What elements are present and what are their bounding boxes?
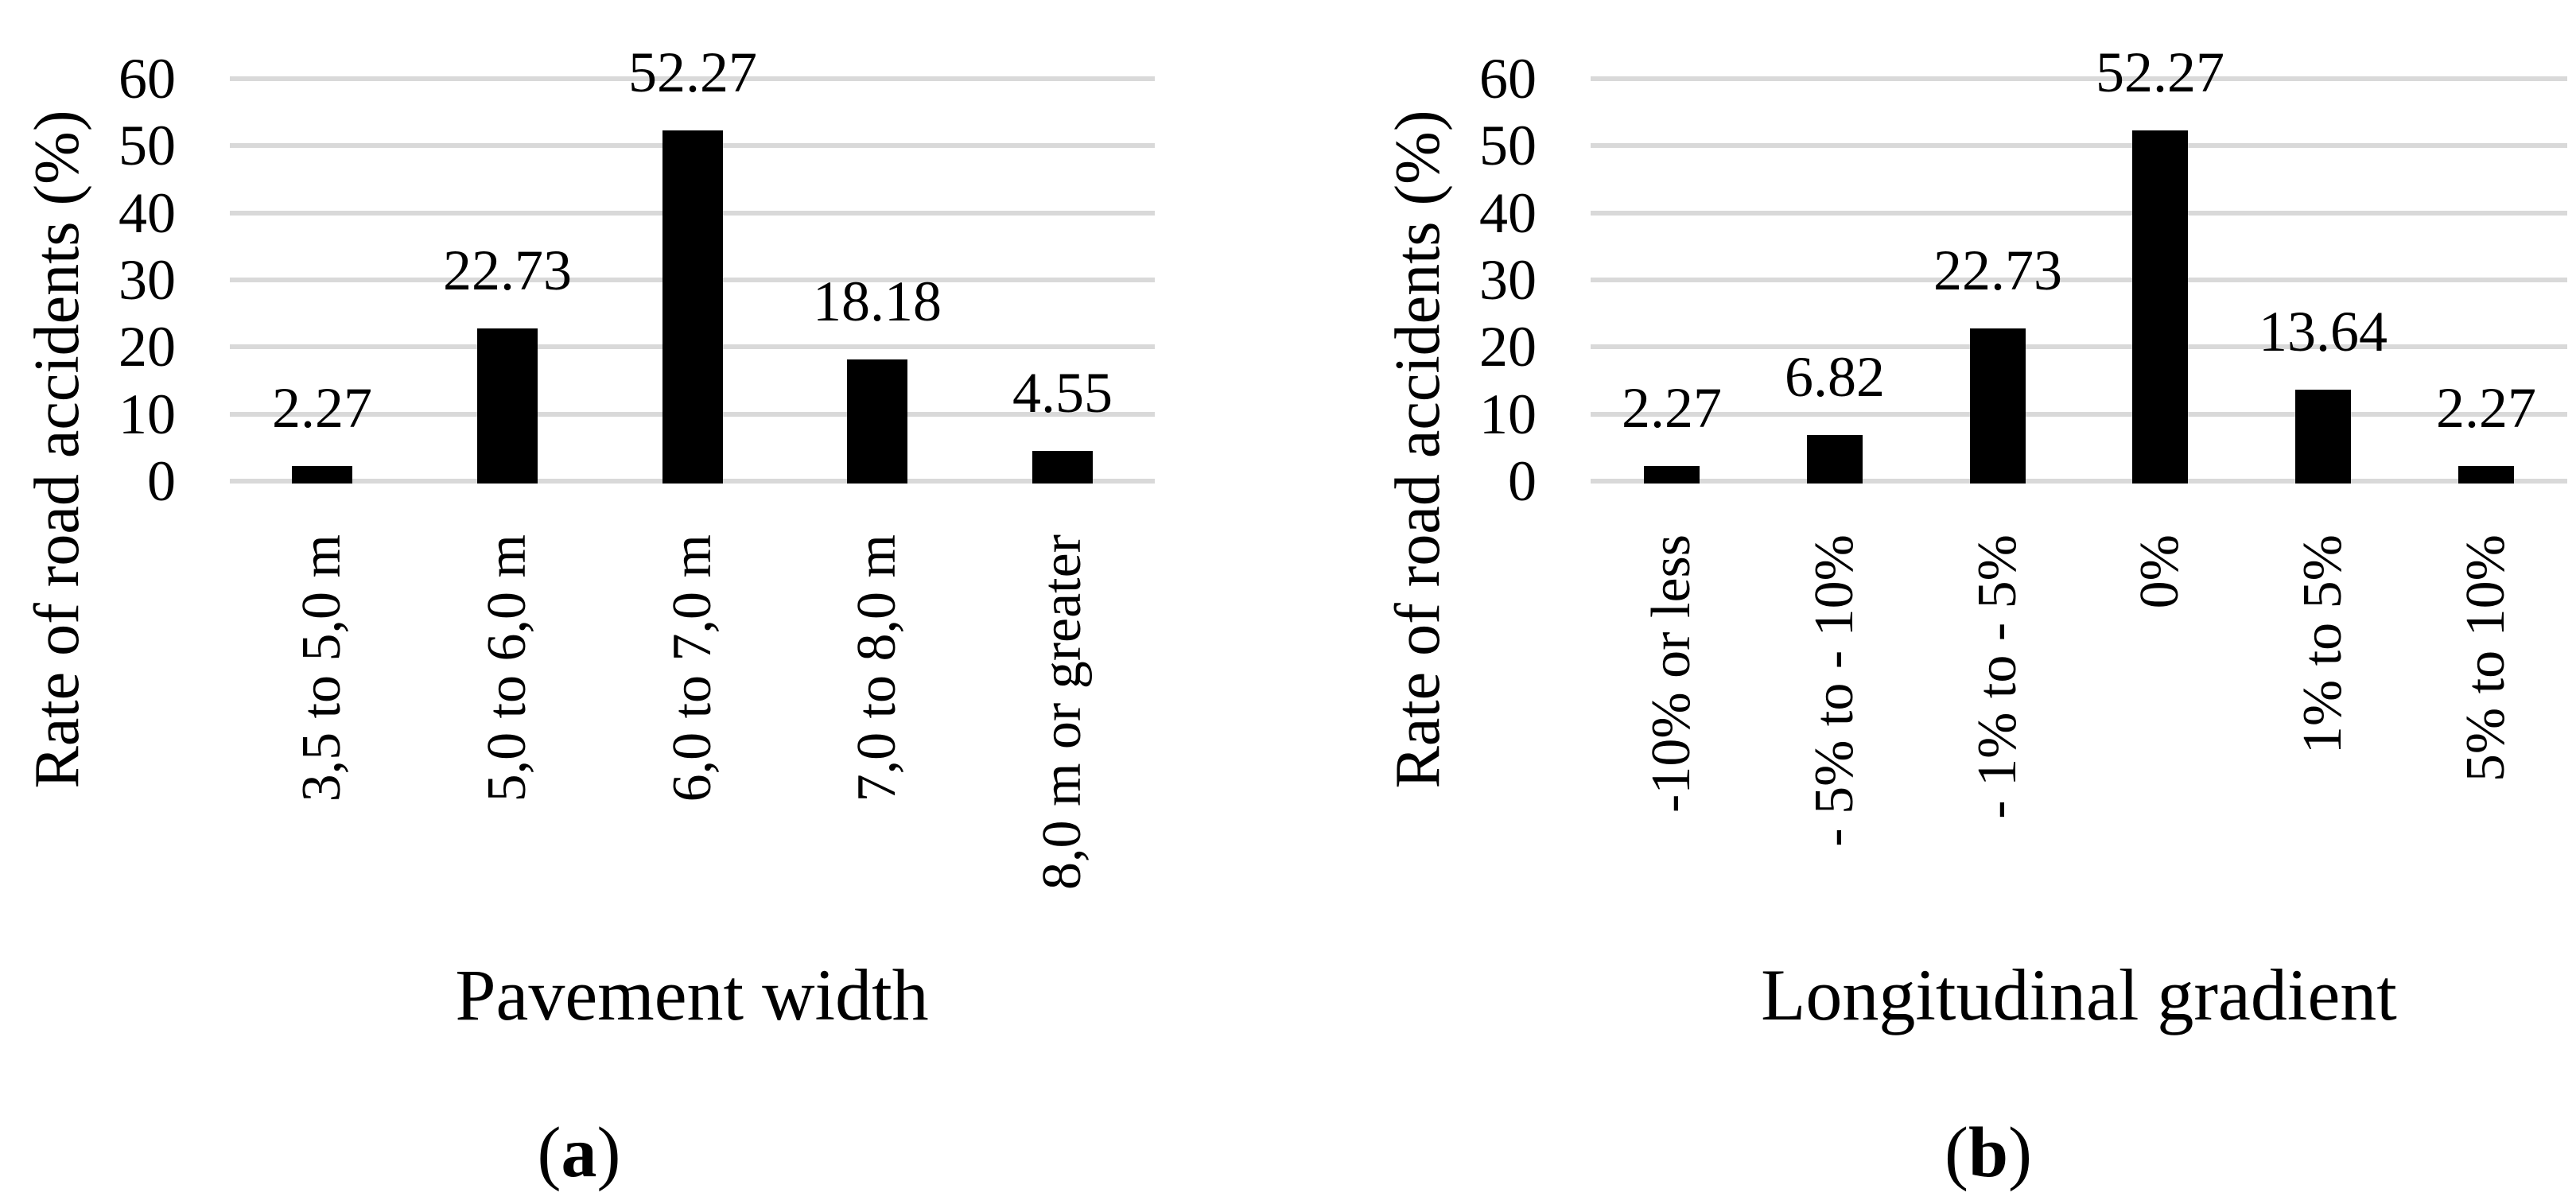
bar (2132, 130, 2188, 484)
y-tick-label: 60 (119, 47, 176, 111)
gridline (1591, 344, 2567, 349)
x-tick-label-text: 1% to 5% (2292, 534, 2353, 755)
data-label: 52.27 (628, 41, 757, 104)
data-label: 13.64 (2259, 300, 2388, 363)
gridline (1591, 479, 2567, 484)
bar (1032, 451, 1093, 484)
data-label: 52.27 (2096, 41, 2224, 104)
y-tick-label: 10 (1479, 383, 1537, 446)
caption-open-paren: ( (537, 1113, 561, 1192)
x-axis-title-a: Pavement width (455, 954, 929, 1035)
gridline (1591, 211, 2567, 216)
y-tick-label: 20 (119, 315, 176, 379)
caption-open-paren: ( (1944, 1113, 1968, 1192)
caption-letter: b (1968, 1113, 2009, 1192)
y-tick-label: 10 (119, 383, 176, 446)
subfigure-caption-a: (a) (420, 1113, 738, 1193)
y-tick-label: 0 (147, 449, 176, 513)
bar (2295, 390, 2351, 484)
gridline (230, 76, 1155, 81)
y-tick-label: 40 (119, 181, 176, 245)
bar (1807, 435, 1863, 484)
data-label: 18.18 (813, 270, 942, 333)
data-label: 4.55 (1012, 361, 1113, 425)
data-label: 2.27 (1622, 376, 1722, 440)
gridline (1591, 278, 2567, 282)
data-label: 6.82 (1785, 345, 1885, 409)
x-tick-label-text: 0% (2129, 534, 2190, 609)
y-tick-label: 60 (1479, 47, 1537, 111)
gridline (1591, 76, 2567, 81)
x-tick-label-text: - 5% to - 10% (1804, 534, 1865, 847)
gridline (1591, 412, 2567, 417)
x-tick-label-text: -10% or less (1641, 534, 1702, 813)
caption-close-paren: ) (596, 1113, 621, 1192)
bar (1970, 328, 2026, 484)
x-tick-label-text: 5% to 10% (2455, 534, 2516, 783)
data-label: 22.73 (443, 239, 572, 302)
data-label: 22.73 (1933, 239, 2062, 302)
y-tick-label: 40 (1479, 181, 1537, 245)
y-tick-label: 50 (119, 114, 176, 177)
data-label: 2.27 (2436, 376, 2536, 440)
x-tick-label-text: - 1% to - 5% (1967, 534, 2028, 819)
y-tick-label: 30 (119, 248, 176, 312)
x-axis-title-b: Longitudinal gradient (1761, 954, 2397, 1035)
bar (2458, 466, 2514, 484)
caption-letter: a (561, 1113, 597, 1192)
caption-close-paren: ) (2008, 1113, 2033, 1192)
bar (1644, 466, 1700, 484)
y-tick-label: 0 (1508, 449, 1537, 513)
bar (847, 359, 907, 484)
gridline (1591, 143, 2567, 148)
y-tick-label: 30 (1479, 248, 1537, 312)
data-label: 2.27 (272, 376, 372, 440)
y-axis-title-b: Rate of road accidents (%) (1383, 110, 1453, 789)
subfigure-caption-b: (b) (1829, 1113, 2147, 1193)
y-tick-label: 20 (1479, 315, 1537, 379)
y-tick-label: 50 (1479, 114, 1537, 177)
bar (662, 130, 723, 484)
bar (292, 466, 352, 484)
bar (477, 328, 538, 484)
